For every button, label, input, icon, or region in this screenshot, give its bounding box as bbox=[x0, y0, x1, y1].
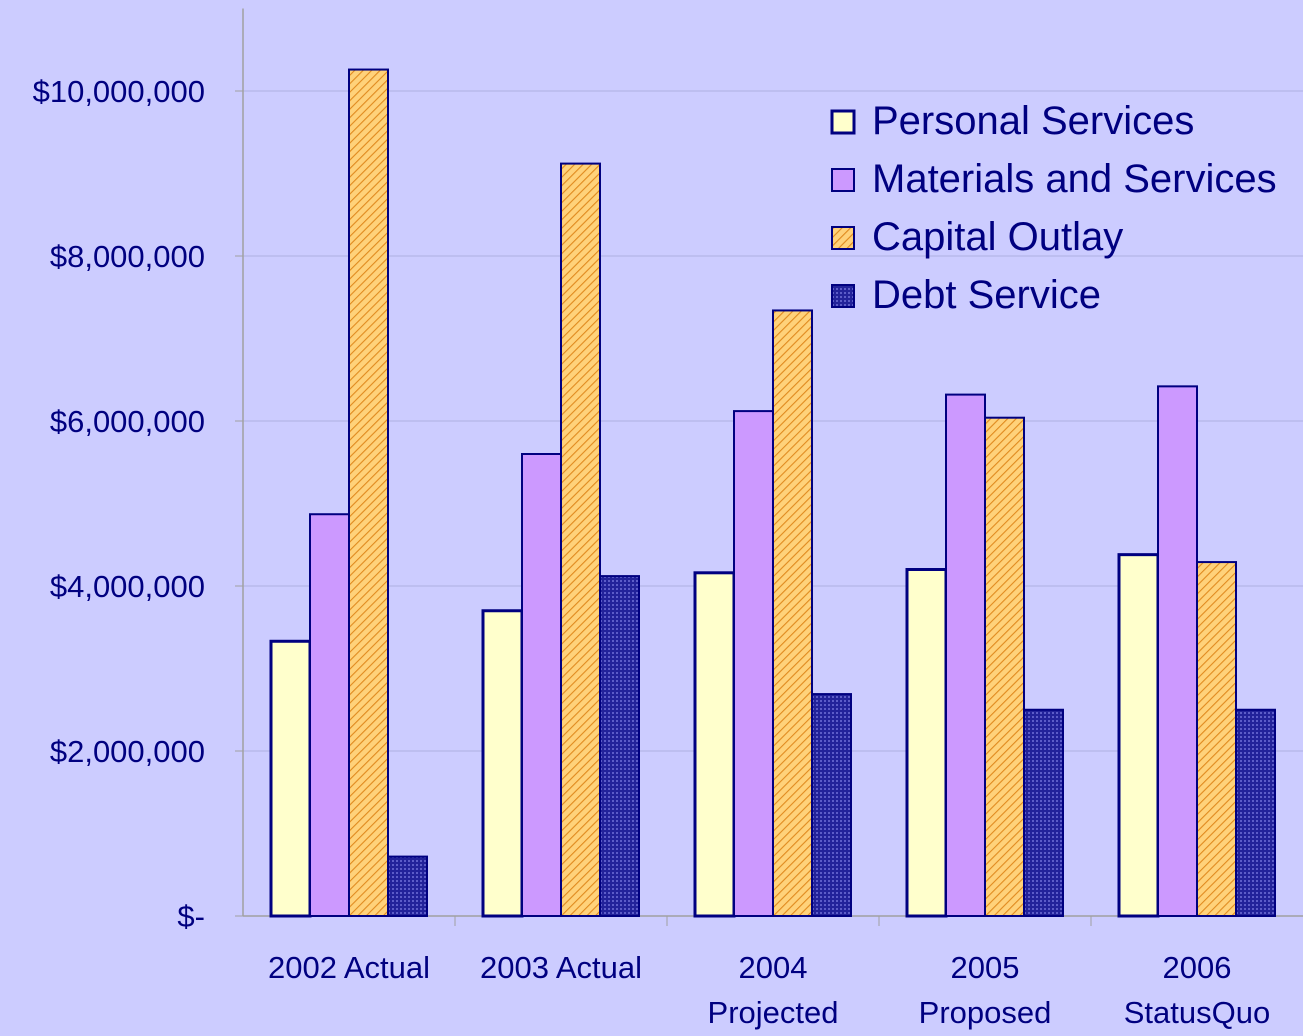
y-tick-label: $4,000,000 bbox=[50, 569, 205, 604]
bar-personal-services bbox=[907, 570, 946, 917]
y-tick-label: $8,000,000 bbox=[50, 239, 205, 274]
y-tick-label: $10,000,000 bbox=[33, 74, 205, 109]
bar-capital-outlay bbox=[1197, 562, 1236, 916]
bar-personal-services bbox=[483, 611, 522, 916]
y-axis-tick-labels: $- $2,000,000 $4,000,000 $6,000,000 $8,000,0… bbox=[33, 74, 205, 934]
x-axis-tick-labels: 2002 Actual 2003 Actual 2004 Projected 2005 P… bbox=[268, 950, 1270, 1030]
bar-materials-and-services bbox=[946, 395, 985, 916]
bar-debt-service bbox=[1024, 710, 1063, 916]
legend-label: Debt Service bbox=[872, 273, 1101, 317]
y-tick-label: $2,000,000 bbox=[50, 734, 205, 769]
bar-materials-and-services bbox=[522, 454, 561, 916]
bar-capital-outlay bbox=[985, 418, 1024, 916]
x-tick-label: 2006 bbox=[1163, 950, 1232, 985]
bar-materials-and-services bbox=[1158, 386, 1197, 916]
x-tick-label: Proposed bbox=[919, 995, 1052, 1030]
legend-label: Materials and Services bbox=[872, 157, 1277, 201]
bar-debt-service bbox=[812, 694, 851, 916]
legend: Personal Services Materials and Services C… bbox=[832, 99, 1277, 317]
bar-capital-outlay bbox=[349, 70, 388, 916]
bar-personal-services bbox=[271, 641, 310, 916]
legend-swatch bbox=[832, 169, 854, 191]
x-tick-label: StatusQuo bbox=[1124, 995, 1270, 1030]
bar-materials-and-services bbox=[734, 411, 773, 916]
bar-debt-service bbox=[600, 576, 639, 916]
legend-swatch bbox=[832, 227, 854, 249]
bar-debt-service bbox=[388, 857, 427, 916]
bar-personal-services bbox=[1119, 555, 1158, 916]
x-tick-label: 2002 Actual bbox=[268, 950, 430, 985]
y-tick-label: $- bbox=[177, 899, 205, 934]
bar-materials-and-services bbox=[310, 514, 349, 916]
legend-swatch bbox=[832, 285, 854, 307]
legend-label: Capital Outlay bbox=[872, 215, 1123, 259]
legend-label: Personal Services bbox=[872, 99, 1194, 143]
x-tick-label: 2005 bbox=[951, 950, 1020, 985]
x-tick-label: Projected bbox=[708, 995, 839, 1030]
bar-debt-service bbox=[1236, 710, 1275, 916]
legend-swatch bbox=[832, 111, 854, 133]
bar-capital-outlay bbox=[773, 310, 812, 916]
y-tick-label: $6,000,000 bbox=[50, 404, 205, 439]
x-tick-label: 2003 Actual bbox=[480, 950, 642, 985]
bar-personal-services bbox=[695, 573, 734, 916]
x-tick-label: 2004 bbox=[739, 950, 808, 985]
bar-capital-outlay bbox=[561, 164, 600, 916]
